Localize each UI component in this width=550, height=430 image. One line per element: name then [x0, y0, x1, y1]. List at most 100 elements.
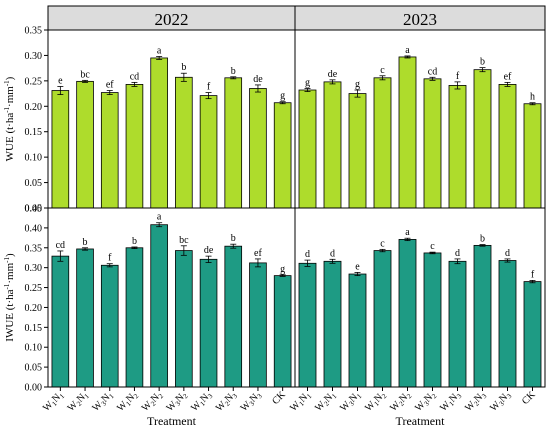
- panel-iwue-2022: cd b f b a bc de b ef g: [51, 212, 292, 388]
- significance-letter: a: [405, 227, 410, 238]
- panel-frame: [294, 207, 546, 388]
- significance-letter: b: [231, 233, 236, 244]
- year-strip-2022: [47, 5, 296, 31]
- bar-W3N1: [348, 273, 367, 388]
- significance-letter: d: [305, 249, 310, 260]
- x-tick-label-W2N2: W2N2: [140, 389, 166, 415]
- bar-W1N1: [51, 255, 70, 388]
- bar-W2N1: [76, 80, 94, 209]
- significance-letter: b: [480, 234, 485, 245]
- x-tick-label-W2N3: W2N3: [214, 389, 240, 415]
- bar-W1N1: [51, 90, 70, 209]
- significance-letter: e: [58, 75, 63, 86]
- bar-W1N2: [373, 250, 392, 388]
- bar-W1N1: [298, 262, 317, 388]
- significance-letter: g: [305, 77, 310, 88]
- y-tick-label: 0.30: [25, 263, 43, 274]
- significance-letter: d: [330, 248, 335, 259]
- y-tick-label: 0.10: [25, 153, 43, 164]
- year-strip-2023: [294, 5, 546, 31]
- bar-W2N2: [150, 224, 168, 388]
- y-tick-label: 0.05: [25, 363, 43, 374]
- significance-letter: h: [530, 92, 535, 103]
- x-tick-label-W1N1: W1N1: [288, 389, 314, 415]
- significance-letter: ef: [254, 248, 262, 259]
- x-tick-label-CK: CK: [270, 389, 288, 407]
- y-axis-label: WUE (t·ha-1·mm-1): [3, 76, 16, 161]
- x-tick-label-W1N2: W1N2: [363, 389, 389, 415]
- significance-letter: f: [456, 71, 460, 82]
- x-tick-label-W1N1: W1N1: [41, 389, 67, 415]
- y-axis-label: IWUE (t·ha-1·mm-1): [3, 253, 16, 342]
- y-tick-label: 0.35: [25, 243, 43, 254]
- significance-letter: de: [328, 69, 338, 80]
- bar-W1N3: [448, 85, 467, 209]
- bar-W2N3: [473, 69, 492, 209]
- bar-CK: [523, 281, 542, 388]
- significance-letter: c: [380, 238, 385, 249]
- x-axis-label-2022: Treatment: [147, 414, 197, 428]
- bar-W3N3: [498, 84, 517, 209]
- x-tick-label-W2N2: W2N2: [388, 389, 414, 415]
- y-tick-label: 0.25: [25, 76, 43, 87]
- y-tick-label: 0.00: [25, 204, 43, 215]
- significance-letter: e: [355, 261, 360, 272]
- y-tick-label: 0.15: [25, 127, 43, 138]
- bar-W2N3: [224, 245, 243, 388]
- bar-W3N2: [175, 76, 193, 209]
- x-tick-label-W3N2: W3N2: [164, 389, 190, 415]
- bar-W3N1: [100, 264, 119, 388]
- bar-W3N3: [498, 260, 517, 388]
- significance-letter: de: [204, 245, 214, 256]
- x-tick-label-W3N1: W3N1: [90, 389, 116, 415]
- bar-W2N2: [398, 239, 417, 388]
- bar-CK: [273, 102, 292, 209]
- significance-letter: c: [430, 241, 435, 252]
- significance-letter: cd: [428, 66, 437, 77]
- panel-iwue-2023: d d e c a c d b d f: [298, 227, 542, 388]
- y-tick-label: 0.30: [25, 51, 43, 62]
- significance-letter: cd: [130, 71, 139, 82]
- x-tick-label-W3N3: W3N3: [488, 389, 514, 415]
- year-label-2023: 2023: [403, 10, 437, 29]
- bar-W3N2: [423, 78, 442, 209]
- y-tick-label: 0.25: [25, 283, 43, 294]
- significance-letter: g: [280, 264, 285, 275]
- significance-letter: ef: [106, 80, 114, 91]
- significance-letter: de: [253, 74, 263, 85]
- x-tick-label-W2N1: W2N1: [66, 389, 92, 415]
- bar-W2N1: [323, 260, 342, 388]
- bar-CK: [523, 103, 542, 209]
- significance-letter: b: [132, 236, 137, 247]
- significance-letter: cd: [56, 240, 65, 251]
- bar-W1N3: [199, 95, 218, 209]
- bar-W3N1: [100, 92, 119, 209]
- bar-W2N2: [398, 56, 417, 209]
- bar-CK: [273, 275, 292, 388]
- y-tick-label: 0.40: [25, 223, 43, 234]
- significance-letter: b: [83, 237, 88, 248]
- significance-letter: a: [157, 212, 162, 223]
- y-tick-label: 0.15: [25, 323, 43, 334]
- significance-letter: c: [380, 65, 385, 76]
- panel-wue-2022: e bc ef cd a b f b de g: [51, 45, 292, 209]
- panel-wue-2023: g de g c a cd f b ef h: [298, 45, 542, 209]
- y-tick-label: 0.00: [25, 383, 43, 394]
- significance-letter: d: [505, 248, 510, 259]
- significance-letter: f: [207, 82, 211, 93]
- significance-letter: d: [455, 248, 460, 259]
- significance-letter: a: [157, 45, 162, 56]
- x-tick-label-W3N2: W3N2: [413, 389, 439, 415]
- bar-W1N2: [373, 77, 392, 209]
- significance-letter: b: [480, 57, 485, 68]
- bar-W2N3: [473, 244, 492, 388]
- significance-letter: f: [108, 253, 112, 264]
- y-tick-label: 0.35: [25, 26, 43, 37]
- bar-W1N3: [448, 260, 467, 388]
- y-tick-label: 0.10: [25, 343, 43, 354]
- bar-W3N1: [348, 93, 367, 209]
- bar-W1N2: [125, 84, 144, 209]
- bar-W3N3: [249, 88, 267, 209]
- bar-W2N3: [224, 77, 243, 209]
